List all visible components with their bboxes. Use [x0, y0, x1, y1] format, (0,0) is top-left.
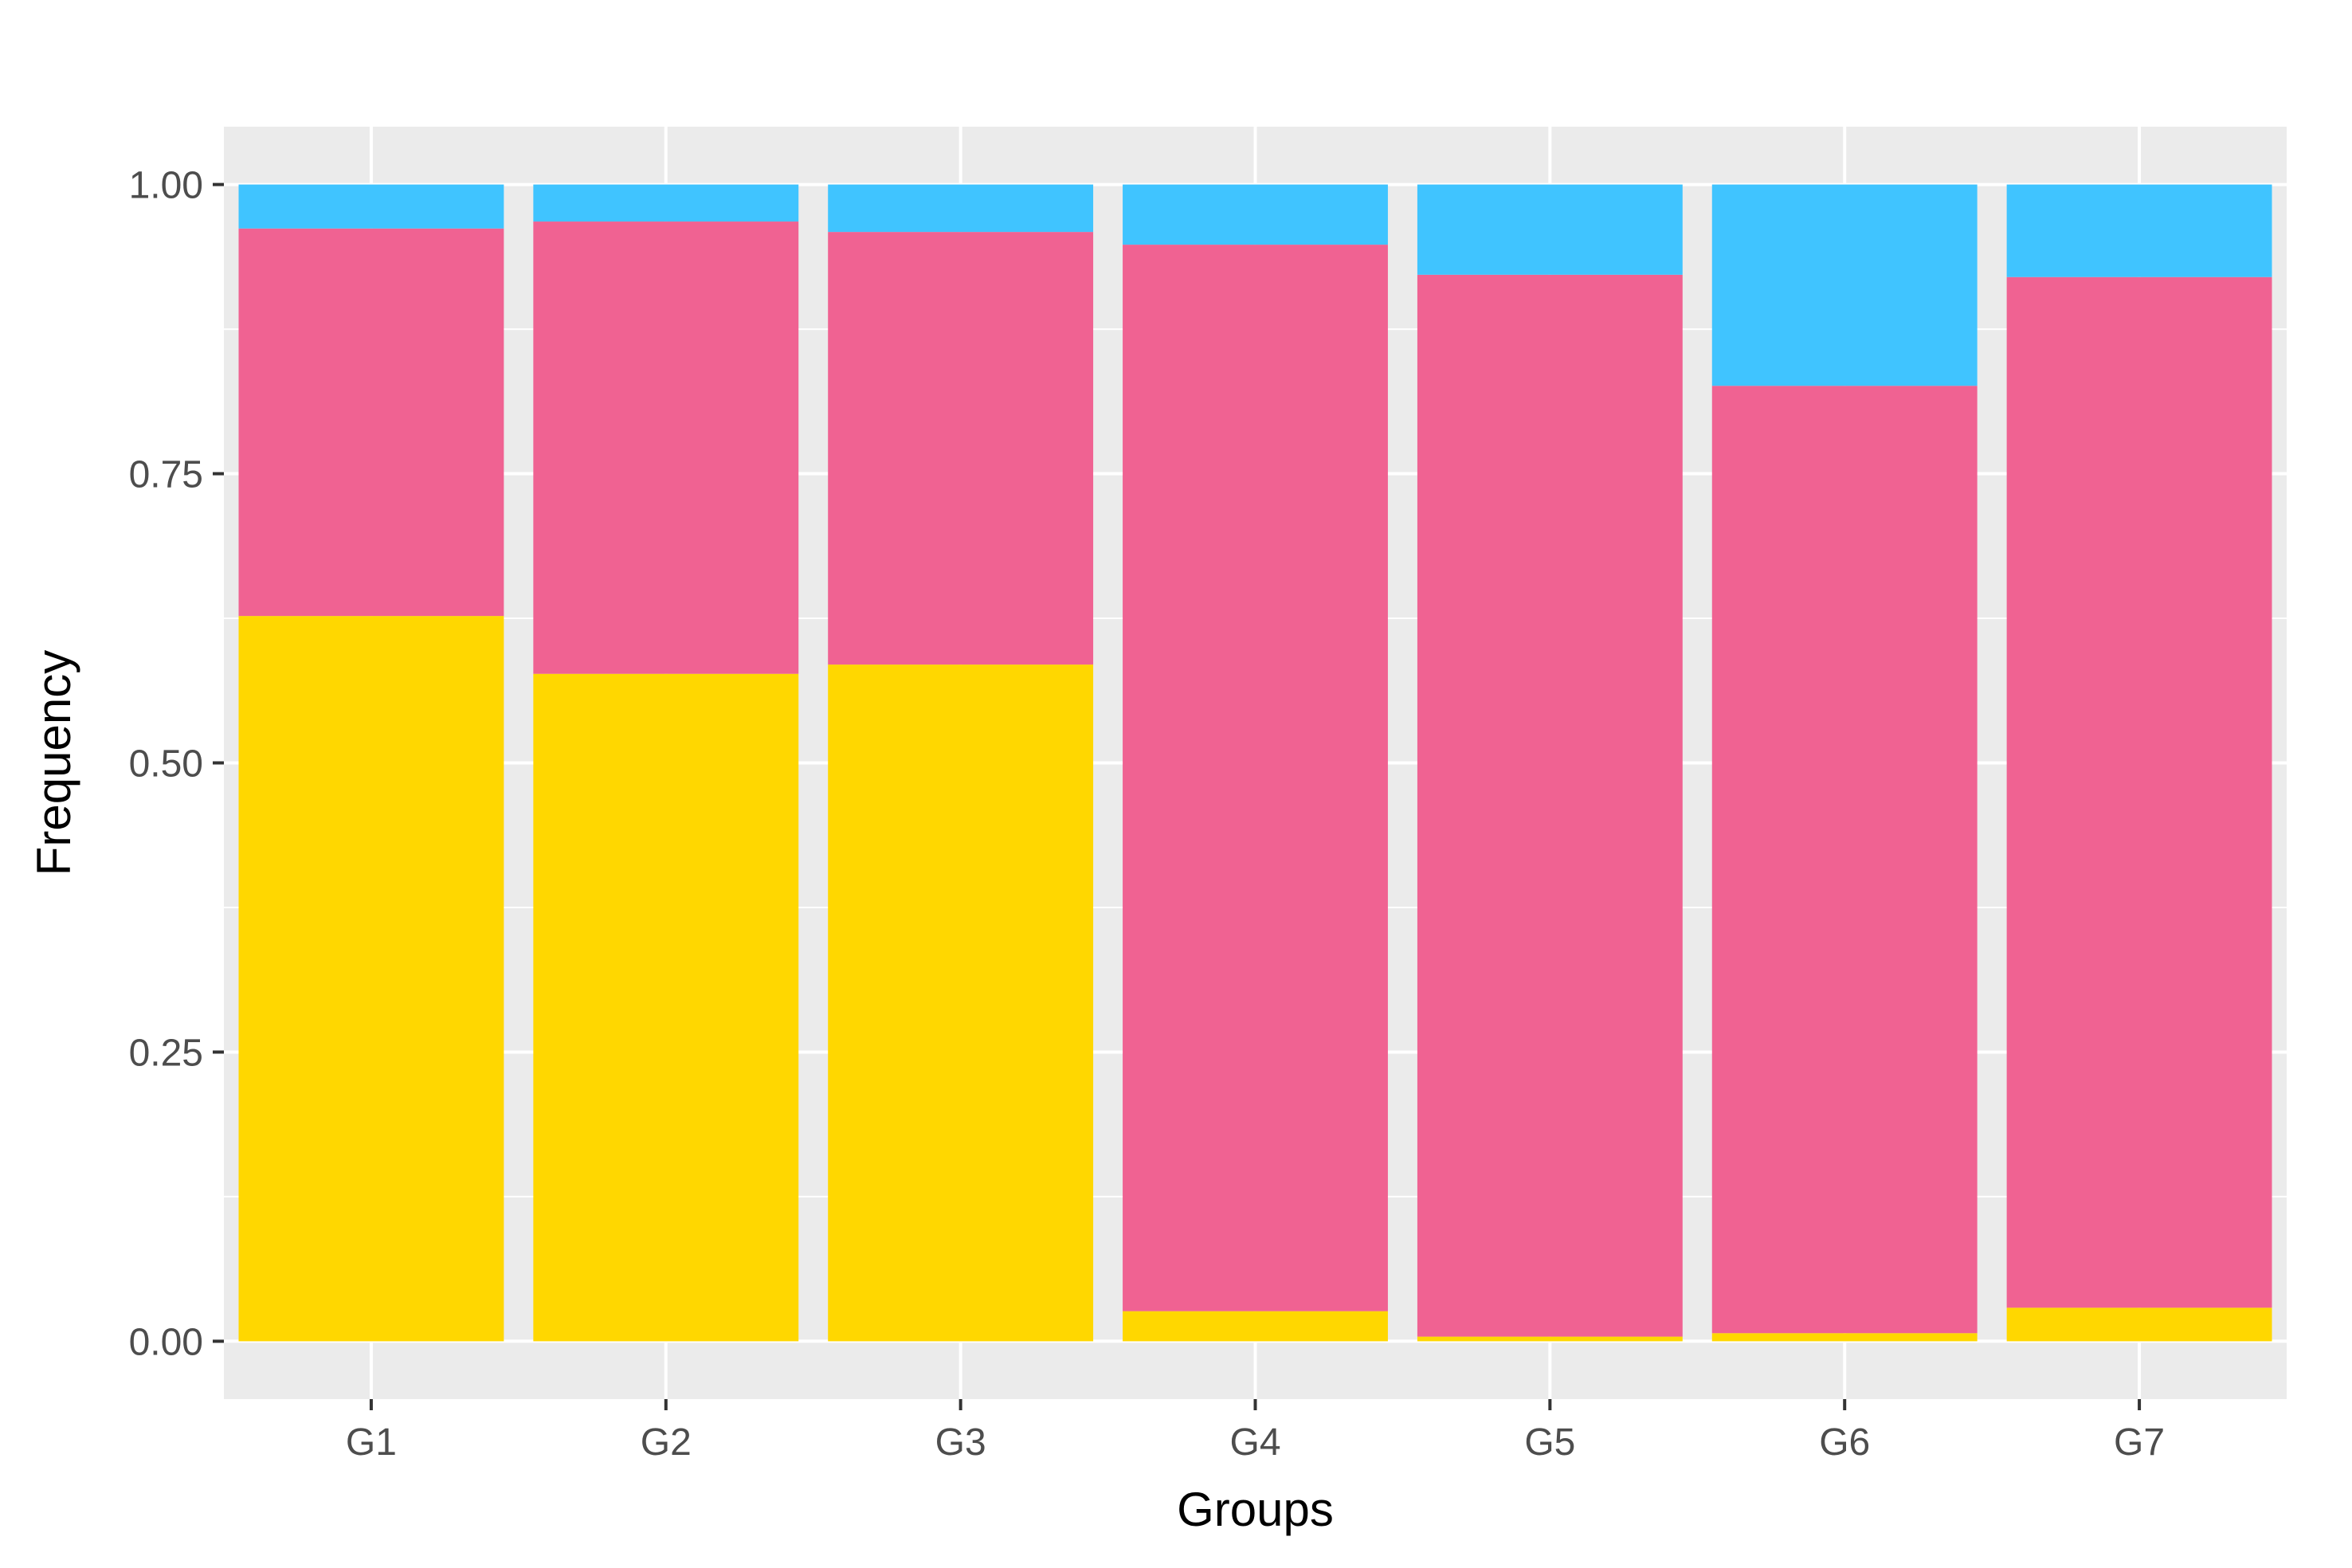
x-tick-label-G2: G2: [641, 1421, 692, 1464]
bar-G6-segment-3: [1711, 184, 1978, 386]
bar-G6-segment-2: [1711, 386, 1978, 1334]
bars: [238, 184, 2272, 1342]
bar-G5-segment-1: [1417, 1336, 1683, 1342]
x-tick-label-G4: G4: [1229, 1421, 1280, 1464]
x-tick-label-G7: G7: [2114, 1421, 2165, 1464]
bar-G3-segment-2: [828, 232, 1094, 665]
bar-G4-segment-3: [1123, 184, 1388, 245]
x-axis: G1 G2 G3 G4 G5 G6 G7: [346, 1399, 2165, 1464]
bar-G7-segment-2: [2006, 276, 2272, 1308]
x-tick-label-G3: G3: [935, 1421, 986, 1464]
bar-G7-segment-3: [2006, 184, 2272, 277]
bar-G5-segment-3: [1417, 184, 1683, 275]
bar-G4-segment-1: [1123, 1311, 1388, 1342]
y-tick-label: 0.25: [129, 1032, 203, 1074]
y-axis-title: Frequency: [27, 650, 80, 876]
x-axis-title: Groups: [1177, 1483, 1334, 1536]
y-axis: 0.00 0.25 0.50 0.75 1.00: [129, 165, 224, 1363]
bar-G1-segment-3: [238, 184, 504, 229]
x-tick-label-G1: G1: [346, 1421, 397, 1464]
bar-G6-segment-1: [1711, 1333, 1978, 1342]
x-tick-label-G5: G5: [1524, 1421, 1575, 1464]
y-tick-label: 0.00: [129, 1321, 203, 1363]
bar-G2-segment-2: [533, 221, 799, 674]
y-tick-label: 0.50: [129, 743, 203, 786]
x-tick-label-G6: G6: [1819, 1421, 1870, 1464]
bar-G2-segment-3: [533, 184, 799, 222]
bar-G2-segment-1: [533, 673, 799, 1342]
y-tick-label: 1.00: [129, 165, 203, 207]
bar-G5-segment-2: [1417, 274, 1683, 1337]
bar-G3-segment-3: [828, 184, 1094, 233]
bar-G7-segment-1: [2006, 1307, 2272, 1342]
bar-G4-segment-2: [1123, 245, 1388, 1311]
bar-G1-segment-2: [238, 228, 504, 617]
y-tick-label: 0.75: [129, 454, 203, 496]
bar-G3-segment-1: [828, 664, 1094, 1342]
bar-G1-segment-1: [238, 616, 504, 1342]
